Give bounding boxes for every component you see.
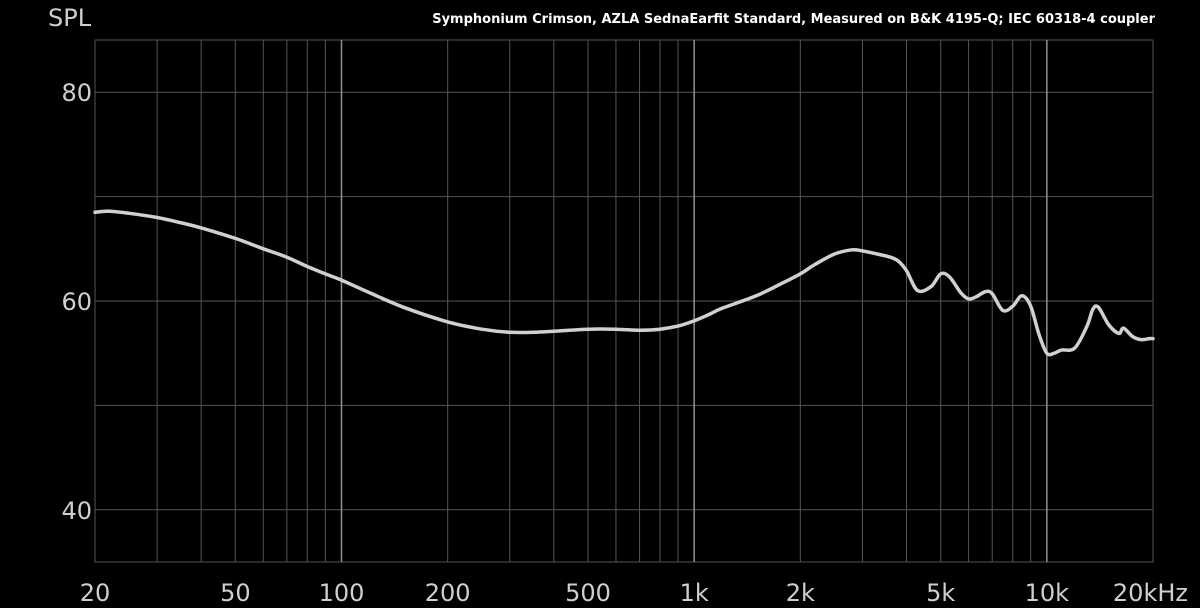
y-axis-label: SPL [48,4,92,32]
x-tick-label: 1k [680,579,709,607]
x-tick-label: 50 [220,579,251,607]
x-tick-label: 200 [425,579,471,607]
x-tick-label: 20 [80,579,111,607]
chart-title: Symphonium Crimson, AZLA SednaEarfit Sta… [432,12,1155,27]
y-tick-label: 60 [61,288,92,316]
x-tick-label: 10k [1025,579,1070,607]
y-tick-label: 40 [61,497,92,525]
grid-lines [94,39,1154,563]
x-tick-label: 2k [786,579,815,607]
x-tick-label: 20kHz [1113,579,1188,607]
frequency-response-line [93,209,1155,357]
y-tick-label: 80 [61,79,92,107]
x-tick-label: 100 [319,579,365,607]
tick-labels: 20 50 100 200 500 1k 2k 5k 10k 20kHz 80 60 40 [61,79,1188,607]
x-tick-label: 5k [926,579,955,607]
x-tick-label: 500 [565,579,611,607]
